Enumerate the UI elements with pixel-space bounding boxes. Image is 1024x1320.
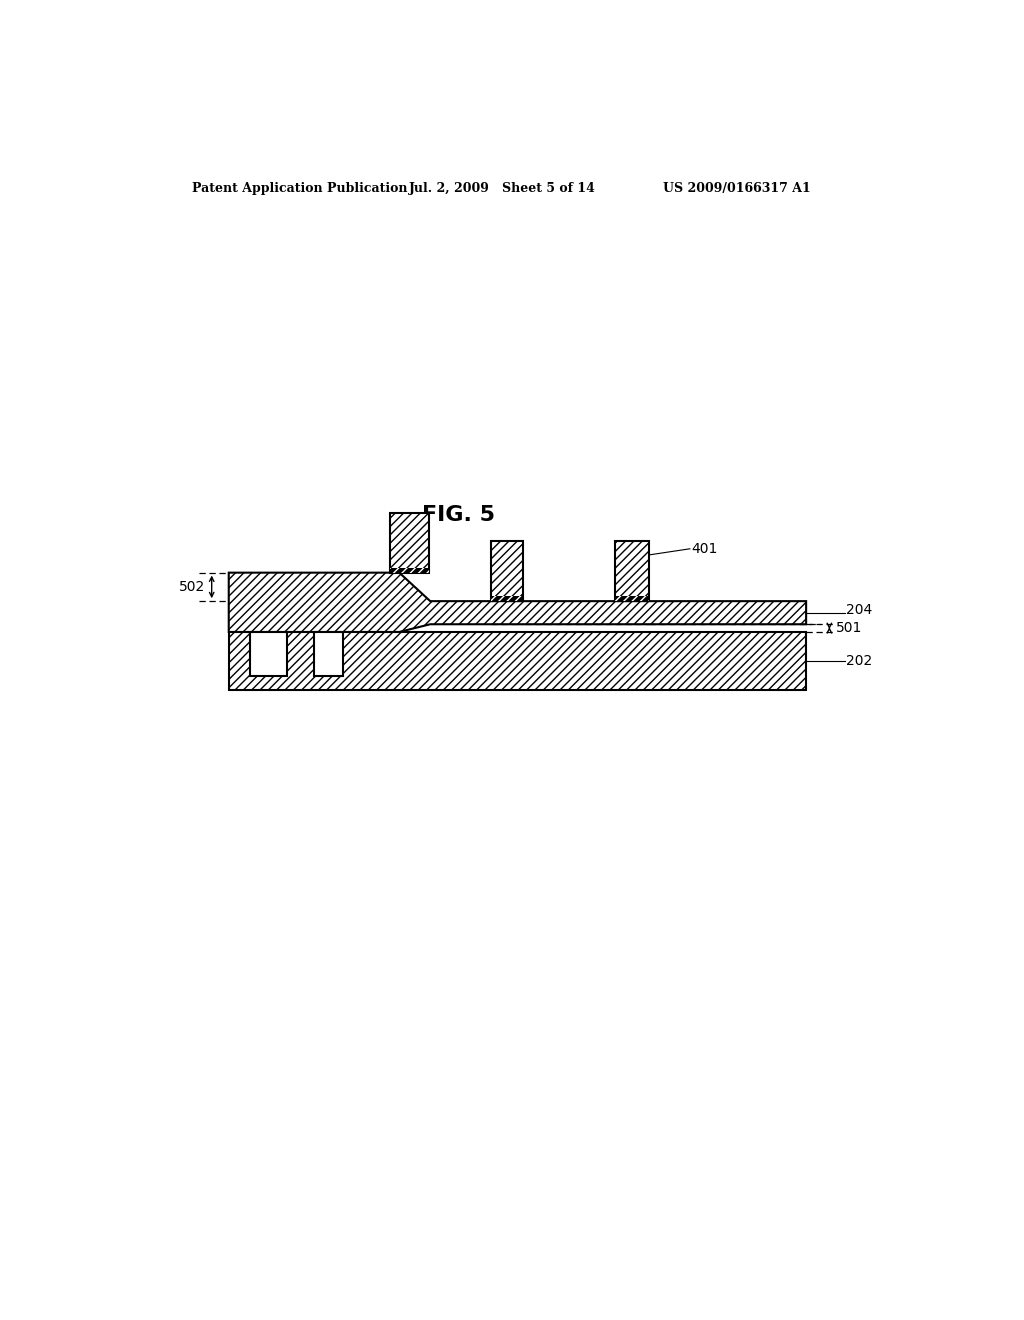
Polygon shape [490, 541, 523, 601]
Text: 501: 501 [836, 622, 862, 635]
Polygon shape [490, 597, 523, 601]
Text: FIG. 5: FIG. 5 [423, 506, 496, 525]
Text: 401: 401 [691, 541, 718, 556]
Text: Jul. 2, 2009   Sheet 5 of 14: Jul. 2, 2009 Sheet 5 of 14 [409, 182, 595, 194]
Polygon shape [314, 632, 343, 676]
Text: 204: 204 [847, 603, 872, 616]
Polygon shape [251, 632, 287, 676]
Polygon shape [614, 597, 649, 601]
Polygon shape [614, 541, 649, 601]
Text: US 2009/0166317 A1: US 2009/0166317 A1 [663, 182, 811, 194]
Text: 502: 502 [179, 579, 206, 594]
Text: 202: 202 [847, 653, 872, 668]
Polygon shape [228, 573, 806, 632]
Text: Patent Application Publication: Patent Application Publication [191, 182, 408, 194]
Polygon shape [228, 632, 806, 689]
Polygon shape [390, 568, 429, 573]
Polygon shape [390, 512, 429, 573]
